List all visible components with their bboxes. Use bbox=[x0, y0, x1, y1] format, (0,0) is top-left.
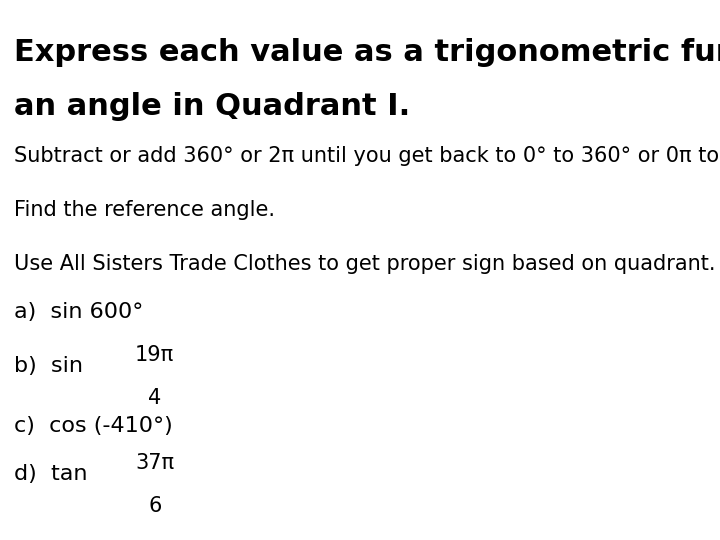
Text: Subtract or add 360° or 2π until you get back to 0° to 360° or 0π to 2π.: Subtract or add 360° or 2π until you get… bbox=[14, 146, 720, 166]
Text: Use All Sisters Trade Clothes to get proper sign based on quadrant.: Use All Sisters Trade Clothes to get pro… bbox=[14, 254, 716, 274]
Text: 6: 6 bbox=[148, 496, 161, 516]
Text: d)  tan: d) tan bbox=[14, 464, 95, 484]
Text: a)  sin 600°: a) sin 600° bbox=[14, 302, 144, 322]
Text: an angle in Quadrant I.: an angle in Quadrant I. bbox=[14, 92, 410, 121]
Text: Find the reference angle.: Find the reference angle. bbox=[14, 200, 275, 220]
Text: b)  sin: b) sin bbox=[14, 356, 91, 376]
Text: 4: 4 bbox=[148, 388, 161, 408]
Text: 37π: 37π bbox=[135, 453, 174, 473]
Text: c)  cos (-410°): c) cos (-410°) bbox=[14, 416, 173, 436]
Text: Express each value as a trigonometric function of: Express each value as a trigonometric fu… bbox=[14, 38, 720, 67]
Text: 19π: 19π bbox=[135, 345, 174, 365]
